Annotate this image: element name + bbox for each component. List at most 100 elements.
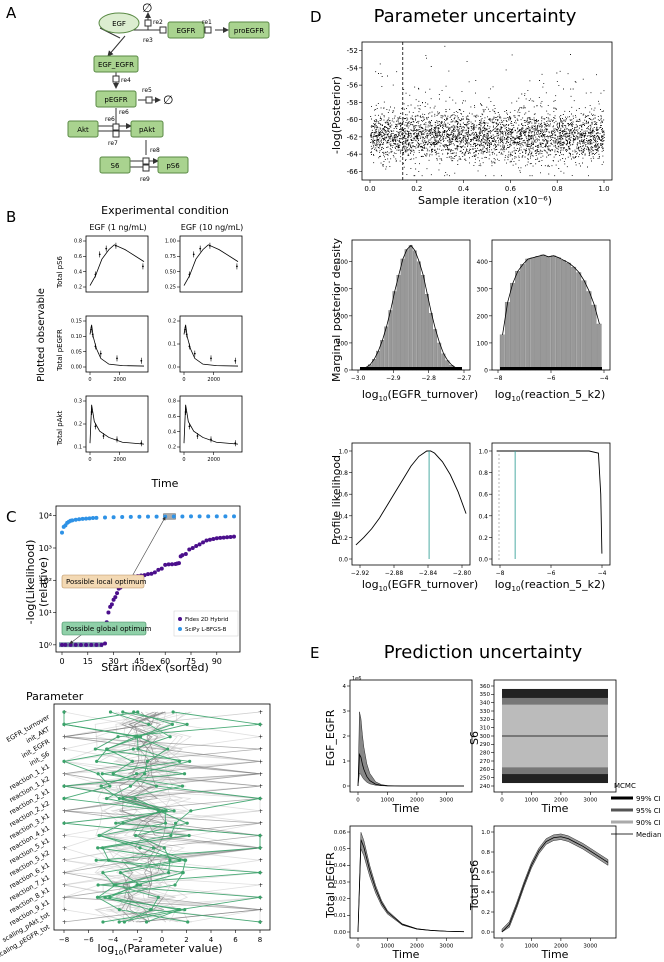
node-egf-egfr: [93, 55, 139, 73]
reaction-node: [142, 157, 150, 165]
egf-egfr-ylabel: EGF_EGFR: [324, 709, 337, 766]
node-s6: [99, 156, 131, 174]
parameter-point: [174, 821, 178, 825]
parameter-point: [173, 883, 177, 887]
model-fit-line: [183, 244, 239, 286]
data-point: [94, 642, 99, 647]
multistart-axes: [55, 505, 241, 653]
x-tick-label: 2000: [554, 798, 568, 804]
parameter-point: [105, 747, 109, 751]
x-tick-label: 3000: [439, 944, 453, 950]
bound-marker: +: [258, 783, 263, 790]
y-tick-label: 0.4: [338, 513, 348, 520]
panel-e-title: Prediction uncertainty: [384, 642, 583, 663]
histogram-bar: [555, 257, 561, 371]
x-tick-label: 0: [356, 798, 360, 804]
parameter-point: [136, 747, 140, 751]
bound-marker: +: [62, 746, 67, 753]
parameter-point: [117, 796, 121, 801]
x-tick-label: 1000: [380, 944, 394, 950]
data-point: [171, 514, 176, 519]
y-tick-label: 0: [344, 368, 348, 375]
y-tick-label: 400: [337, 259, 349, 266]
data-point: [214, 514, 219, 519]
data-point: [106, 610, 111, 615]
y-tick-label: 300: [480, 734, 491, 740]
reaction-node: [112, 75, 120, 83]
parameter-point: [180, 870, 185, 875]
reaction-node: [142, 164, 150, 172]
parameter-trace: [93, 711, 261, 923]
parameter-point: [154, 784, 159, 788]
x-tick-label: −8: [59, 936, 69, 944]
annotation-arrow: [129, 516, 166, 581]
histogram-bar: [416, 261, 421, 371]
histogram-bar: [596, 323, 602, 371]
y-tick-label: 0.8: [74, 239, 82, 245]
parameter-point: [97, 833, 101, 838]
model-fit-line: [183, 404, 239, 445]
panel-d: D Parameter uncertainty -log(Posterior) …: [310, 6, 613, 593]
y-tick-label: 10³: [39, 544, 52, 553]
data-point: [166, 562, 171, 567]
bound-marker: +: [258, 758, 263, 765]
panel-label-b: B: [6, 208, 16, 226]
profile-line: [355, 450, 467, 546]
bound-marker: +: [258, 808, 263, 815]
legend-box: [173, 610, 239, 637]
x-tick-label: 90: [212, 657, 222, 666]
panel-e: E Prediction uncertainty 1e6 Time Time T…: [310, 642, 661, 961]
ci-band: [357, 711, 464, 787]
node-label: S6: [111, 162, 120, 170]
histogram-bar: [404, 249, 409, 371]
histogram-bar: [408, 245, 413, 371]
param-xlabel: log10(Parameter value): [97, 942, 222, 957]
parameter-point: [62, 784, 66, 788]
parameter-point: [171, 710, 175, 714]
data-point: [180, 514, 185, 519]
parameter-point: [180, 784, 185, 788]
bound-marker: +: [258, 907, 263, 914]
data-point: [115, 244, 117, 247]
histogram-bar: [545, 256, 551, 371]
parameter-point: [188, 759, 192, 764]
histogram-bar: [510, 283, 515, 371]
data-point: [78, 642, 83, 647]
data-point: [137, 514, 142, 519]
y-tick-label: 400: [477, 259, 489, 266]
parameter-trace: [63, 711, 190, 923]
parameter-point: [101, 870, 105, 875]
parameter-point: [101, 920, 105, 924]
histogram-bar: [437, 342, 442, 371]
y-tick-label: 0.0: [481, 930, 490, 936]
x-tick-label: 0: [356, 944, 360, 950]
x-tick-label: 0: [182, 457, 185, 463]
data-point: [236, 265, 238, 268]
parameter-point: [62, 796, 66, 801]
data-point: [188, 425, 191, 428]
bound-marker: +: [258, 882, 263, 889]
trace-xlabel: Sample iteration (x10⁻⁶): [418, 194, 552, 207]
y-tick-label: 0.2: [168, 445, 176, 451]
local-optimum-label: Possible local optimum: [66, 578, 147, 586]
bound-marker: +: [62, 907, 67, 914]
posterior-samples: [370, 45, 605, 177]
data-point: [90, 328, 92, 331]
legend-title: MCMC: [614, 782, 636, 790]
y-tick-label: 310: [480, 726, 491, 732]
parameter-point: [183, 858, 188, 862]
node-label: EGF_EGFR: [98, 61, 134, 69]
parameter-plot: −8−6−4−202468+++++++++++++++++++++++++++…: [0, 703, 271, 960]
model-fit-line: [89, 324, 145, 367]
x-tick-label: 0: [88, 457, 91, 463]
node-egf: [98, 12, 140, 34]
data-point: [232, 514, 236, 519]
hist-ylabel: Marginal posterior density: [330, 237, 343, 382]
node-label: pS6: [166, 162, 180, 170]
y-tick-label: -52: [347, 47, 358, 55]
y-tick-label: 0.06: [334, 830, 347, 836]
reaction-label: re5: [142, 87, 152, 94]
data-point: [193, 352, 196, 355]
data-point: [94, 345, 97, 348]
subplot-frame: [85, 235, 149, 293]
